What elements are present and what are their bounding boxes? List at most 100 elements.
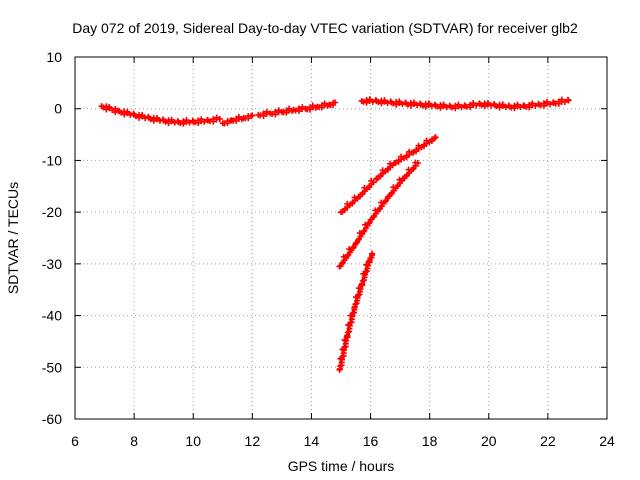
data-point — [431, 135, 438, 142]
x-tick-label: 18 — [422, 433, 438, 449]
data-point — [344, 329, 351, 336]
data-point — [481, 103, 488, 110]
y-tick-label: -30 — [42, 256, 62, 272]
data-point — [139, 112, 146, 119]
x-tick-label: 20 — [481, 433, 497, 449]
data-point — [136, 114, 143, 121]
data-point — [381, 97, 388, 104]
data-point — [425, 100, 432, 107]
data-point — [347, 319, 354, 326]
data-points — [98, 96, 572, 373]
data-point — [349, 310, 356, 317]
data-point — [359, 277, 366, 284]
data-point — [349, 200, 356, 207]
data-point — [403, 173, 410, 180]
data-point — [296, 108, 303, 115]
data-point — [378, 100, 385, 107]
data-point — [555, 100, 562, 107]
data-point — [376, 206, 383, 213]
data-point — [299, 104, 306, 111]
y-tick-label: -40 — [42, 308, 62, 324]
data-point — [162, 118, 169, 125]
data-point — [195, 120, 202, 127]
data-point — [493, 103, 500, 110]
plot-frame — [74, 56, 608, 420]
data-point — [332, 99, 339, 106]
data-point — [511, 105, 518, 112]
data-point — [210, 118, 217, 125]
data-point — [362, 269, 369, 276]
x-tick-label: 12 — [245, 433, 261, 449]
data-point — [384, 166, 391, 173]
data-point — [565, 97, 572, 104]
x-tick-label: 10 — [185, 433, 201, 449]
data-point — [106, 103, 113, 110]
data-point — [370, 179, 377, 186]
data-point — [529, 100, 536, 107]
data-point — [514, 101, 521, 108]
data-point — [201, 118, 208, 125]
data-point — [360, 228, 367, 235]
data-point — [339, 260, 346, 267]
x-tick-label: 6 — [71, 433, 79, 449]
data-point — [165, 119, 172, 126]
data-point — [357, 286, 364, 293]
data-point — [341, 207, 348, 214]
data-point — [341, 344, 348, 351]
data-point — [153, 114, 160, 121]
data-point — [198, 116, 205, 123]
data-point — [337, 363, 344, 370]
data-point — [150, 117, 157, 124]
data-point — [517, 104, 524, 111]
data-point — [437, 104, 444, 111]
data-point — [388, 190, 395, 197]
data-point — [344, 252, 351, 259]
data-point — [390, 100, 397, 107]
data-point — [526, 104, 533, 111]
data-point — [377, 173, 384, 180]
data-point — [458, 104, 465, 111]
series-arc-7 — [336, 250, 376, 373]
y-axis-label: SDTVAR / TECUs — [5, 182, 21, 294]
series-arc-5 — [338, 134, 439, 216]
data-point — [396, 98, 403, 105]
data-point — [561, 98, 568, 105]
series-arc-6 — [336, 159, 421, 270]
y-tick-label: 0 — [54, 101, 62, 117]
chart-title: Day 072 of 2019, Sidereal Day-to-day VTE… — [72, 20, 578, 36]
data-point — [434, 103, 441, 110]
data-point — [168, 116, 175, 123]
data-point — [365, 220, 372, 227]
data-point — [360, 98, 367, 105]
x-tick-label: 14 — [304, 433, 320, 449]
data-point — [355, 236, 362, 243]
data-point — [352, 301, 359, 308]
data-point — [484, 99, 491, 106]
data-point — [359, 191, 366, 198]
data-point — [496, 104, 503, 111]
series-arc-1 — [98, 103, 223, 127]
data-point — [343, 337, 350, 344]
data-point — [124, 108, 131, 115]
data-point — [132, 113, 139, 120]
data-point — [470, 100, 477, 107]
data-point — [375, 99, 382, 106]
data-point — [547, 101, 554, 108]
data-point — [275, 107, 282, 114]
data-point — [350, 245, 357, 252]
data-point — [370, 214, 377, 221]
data-point — [382, 198, 389, 205]
data-point — [452, 105, 459, 112]
y-tick-label: -20 — [42, 204, 62, 220]
y-tick-label: -60 — [42, 411, 62, 427]
data-point — [369, 250, 376, 257]
data-point — [499, 101, 506, 108]
data-point — [473, 102, 480, 109]
data-point — [366, 96, 373, 103]
data-point — [363, 99, 370, 106]
x-tick-label: 22 — [540, 433, 556, 449]
data-point — [339, 353, 346, 360]
x-tick-label: 16 — [363, 433, 379, 449]
